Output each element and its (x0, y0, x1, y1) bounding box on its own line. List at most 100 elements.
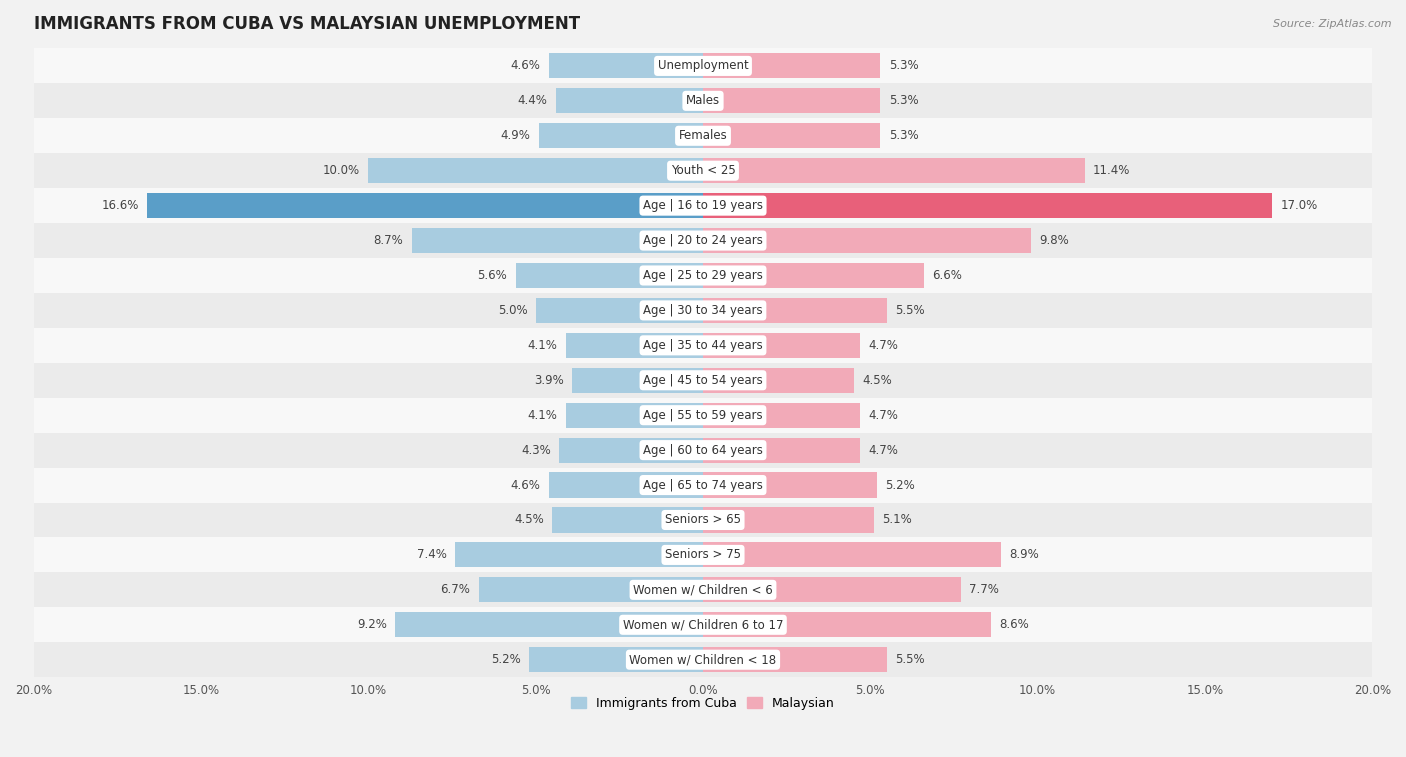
Text: 8.7%: 8.7% (374, 234, 404, 247)
Text: 5.2%: 5.2% (886, 478, 915, 491)
Text: 6.6%: 6.6% (932, 269, 962, 282)
Bar (34, 363, 1372, 397)
Text: 3.9%: 3.9% (534, 374, 564, 387)
Bar (572, 368, 703, 393)
Bar (703, 403, 860, 428)
Bar (148, 193, 703, 218)
Bar (34, 258, 1372, 293)
Bar (34, 468, 1372, 503)
Bar (703, 298, 887, 323)
Bar (536, 298, 703, 323)
Bar (34, 537, 1372, 572)
Bar (565, 403, 703, 428)
Text: 4.7%: 4.7% (869, 409, 898, 422)
Text: 10.0%: 10.0% (323, 164, 360, 177)
Bar (565, 333, 703, 358)
Bar (703, 368, 853, 393)
Bar (516, 263, 703, 288)
Text: Women w/ Children < 6: Women w/ Children < 6 (633, 584, 773, 597)
Text: 4.1%: 4.1% (527, 339, 557, 352)
Bar (34, 503, 1372, 537)
Bar (703, 228, 1031, 253)
Bar (34, 293, 1372, 328)
Bar (368, 158, 703, 183)
Bar (548, 53, 703, 79)
Text: 4.1%: 4.1% (527, 409, 557, 422)
Bar (34, 223, 1372, 258)
Text: Seniors > 65: Seniors > 65 (665, 513, 741, 526)
Text: 16.6%: 16.6% (101, 199, 139, 212)
Bar (34, 607, 1372, 642)
Text: Age | 45 to 54 years: Age | 45 to 54 years (643, 374, 763, 387)
Bar (553, 507, 703, 533)
Bar (412, 228, 703, 253)
Bar (703, 578, 960, 603)
Text: IMMIGRANTS FROM CUBA VS MALAYSIAN UNEMPLOYMENT: IMMIGRANTS FROM CUBA VS MALAYSIAN UNEMPL… (34, 15, 579, 33)
Text: Age | 65 to 74 years: Age | 65 to 74 years (643, 478, 763, 491)
Text: Unemployment: Unemployment (658, 59, 748, 73)
Bar (703, 438, 860, 463)
Text: 4.7%: 4.7% (869, 444, 898, 456)
Bar (34, 118, 1372, 153)
Bar (703, 193, 1272, 218)
Text: Males: Males (686, 95, 720, 107)
Text: 5.5%: 5.5% (896, 653, 925, 666)
Bar (395, 612, 703, 637)
Text: Seniors > 75: Seniors > 75 (665, 548, 741, 562)
Text: 4.4%: 4.4% (517, 95, 547, 107)
Bar (34, 397, 1372, 433)
Bar (703, 123, 880, 148)
Bar (703, 647, 887, 672)
Text: Age | 35 to 44 years: Age | 35 to 44 years (643, 339, 763, 352)
Text: Age | 25 to 29 years: Age | 25 to 29 years (643, 269, 763, 282)
Bar (703, 333, 860, 358)
Bar (34, 328, 1372, 363)
Bar (560, 438, 703, 463)
Bar (548, 472, 703, 497)
Text: Age | 30 to 34 years: Age | 30 to 34 years (643, 304, 763, 317)
Bar (703, 53, 880, 79)
Text: 5.0%: 5.0% (498, 304, 527, 317)
Bar (703, 542, 1001, 568)
Text: 7.7%: 7.7% (969, 584, 1000, 597)
Text: 5.1%: 5.1% (882, 513, 912, 526)
Bar (703, 89, 880, 114)
Text: Age | 60 to 64 years: Age | 60 to 64 years (643, 444, 763, 456)
Bar (555, 89, 703, 114)
Text: 7.4%: 7.4% (418, 548, 447, 562)
Text: 5.3%: 5.3% (889, 129, 918, 142)
Text: 5.2%: 5.2% (491, 653, 520, 666)
Text: 8.9%: 8.9% (1010, 548, 1039, 562)
Text: 4.9%: 4.9% (501, 129, 530, 142)
Bar (34, 188, 1372, 223)
Text: 6.7%: 6.7% (440, 584, 471, 597)
Text: 8.6%: 8.6% (1000, 618, 1029, 631)
Text: 4.7%: 4.7% (869, 339, 898, 352)
Text: 4.6%: 4.6% (510, 59, 541, 73)
Text: 11.4%: 11.4% (1092, 164, 1130, 177)
Text: 5.5%: 5.5% (896, 304, 925, 317)
Text: 9.8%: 9.8% (1039, 234, 1069, 247)
Legend: Immigrants from Cuba, Malaysian: Immigrants from Cuba, Malaysian (567, 692, 839, 715)
Bar (34, 83, 1372, 118)
Text: Age | 20 to 24 years: Age | 20 to 24 years (643, 234, 763, 247)
Text: Age | 16 to 19 years: Age | 16 to 19 years (643, 199, 763, 212)
Text: Youth < 25: Youth < 25 (671, 164, 735, 177)
Bar (34, 153, 1372, 188)
Bar (703, 472, 877, 497)
Text: Women w/ Children 6 to 17: Women w/ Children 6 to 17 (623, 618, 783, 631)
Bar (34, 433, 1372, 468)
Text: Age | 55 to 59 years: Age | 55 to 59 years (643, 409, 763, 422)
Bar (34, 642, 1372, 678)
Text: Source: ZipAtlas.com: Source: ZipAtlas.com (1274, 19, 1392, 29)
Bar (703, 612, 991, 637)
Text: 5.3%: 5.3% (889, 95, 918, 107)
Text: Women w/ Children < 18: Women w/ Children < 18 (630, 653, 776, 666)
Text: 4.3%: 4.3% (522, 444, 551, 456)
Text: 17.0%: 17.0% (1281, 199, 1317, 212)
Bar (538, 123, 703, 148)
Bar (456, 542, 703, 568)
Bar (34, 48, 1372, 83)
Bar (703, 507, 873, 533)
Bar (703, 158, 1084, 183)
